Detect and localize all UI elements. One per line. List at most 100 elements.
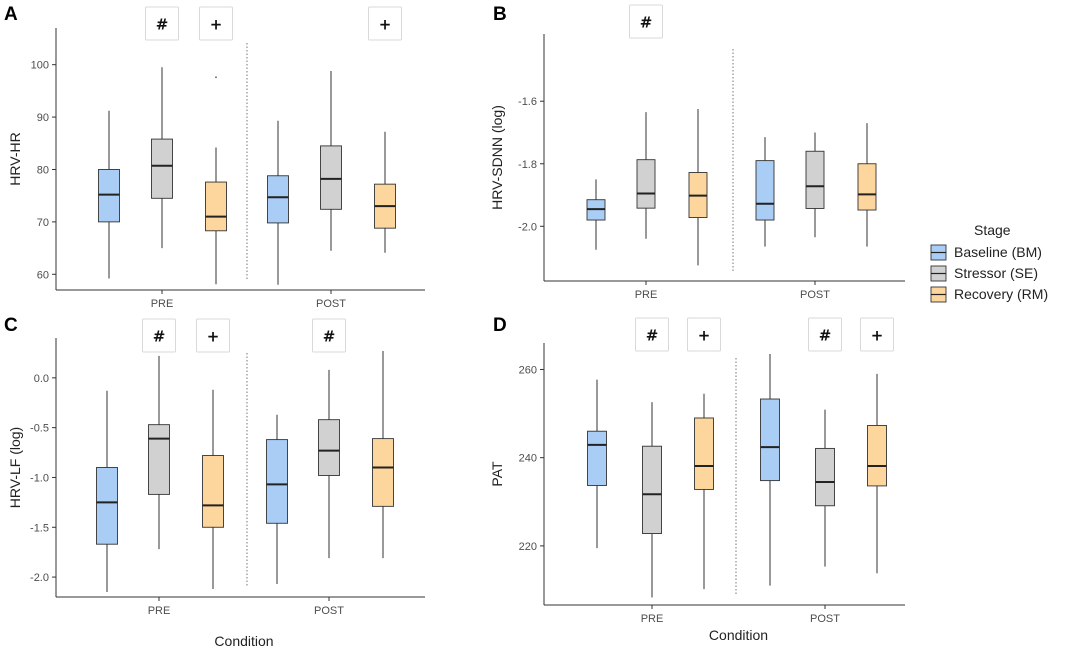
significance-symbol: # bbox=[640, 14, 653, 32]
significance-marker: # bbox=[635, 317, 669, 352]
x-tick-label: POST bbox=[316, 298, 346, 310]
y-tick-label: -1.5 bbox=[30, 522, 49, 534]
panel-d: D 220 240 260 PRE POST PAT Condition # + # + bbox=[489, 315, 905, 643]
x-axis-title: Condition bbox=[214, 633, 273, 649]
panel-c: C -2.0 -1.5 -1.0 -0.5 0.0 PRE POST HRV-LF (log) C… bbox=[4, 315, 425, 649]
significance-box bbox=[687, 317, 721, 352]
box-baseline-post bbox=[266, 414, 288, 585]
legend-label: Stressor (SE) bbox=[954, 265, 1038, 281]
box-stressor-post bbox=[805, 132, 825, 238]
y-axis-title: HRV-HR bbox=[7, 132, 23, 185]
legend-label: Recovery (RM) bbox=[954, 286, 1048, 302]
significance-symbol: + bbox=[207, 328, 220, 346]
panel-letter: C bbox=[4, 315, 18, 336]
y-tick-label: -1.6 bbox=[518, 96, 537, 108]
box-baseline-pre bbox=[586, 179, 606, 250]
x-tick-label: POST bbox=[800, 289, 830, 301]
outlier-point bbox=[215, 76, 217, 79]
significance-symbol: + bbox=[871, 327, 884, 345]
box-body bbox=[805, 150, 825, 209]
box-body bbox=[372, 438, 394, 507]
box-baseline-pre bbox=[96, 390, 118, 593]
x-tick-label: POST bbox=[314, 605, 344, 617]
box-body bbox=[98, 169, 120, 223]
significance-marker: + bbox=[199, 6, 233, 41]
box-stressor-pre bbox=[636, 112, 656, 239]
box-baseline-pre bbox=[587, 379, 607, 549]
significance-symbol: # bbox=[323, 328, 336, 346]
legend-item: Stressor (SE) bbox=[930, 265, 1038, 282]
significance-box bbox=[312, 318, 346, 353]
box-body bbox=[148, 424, 170, 495]
box-body bbox=[96, 467, 118, 545]
box-body bbox=[636, 159, 656, 209]
significance-marker: # bbox=[142, 318, 176, 353]
box-body bbox=[760, 398, 780, 482]
significance-symbol: + bbox=[210, 16, 223, 34]
y-tick-label: 100 bbox=[31, 60, 49, 72]
box-body bbox=[205, 181, 227, 232]
panel-b: B -2.0 -1.8 -1.6 PRE POST HRV-SDNN (log) # bbox=[489, 4, 905, 301]
legend-title: Stage bbox=[974, 222, 1011, 238]
x-tick-label: POST bbox=[810, 613, 840, 625]
box-stressor-pre bbox=[151, 67, 173, 249]
box-body bbox=[202, 455, 224, 528]
box-recovery-pre bbox=[202, 389, 224, 590]
legend: Stage Baseline (BM) Stressor (SE) Recovery … bbox=[930, 222, 1048, 303]
y-tick-label: 240 bbox=[519, 453, 537, 465]
panels: A 60 70 80 90 100 PRE POST HRV-HR # + + B -2.0 -1.8 -1.… bbox=[4, 4, 905, 649]
significance-symbol: + bbox=[698, 327, 711, 345]
box-recovery-pre bbox=[205, 76, 227, 285]
y-axis-title: HRV-LF (log) bbox=[7, 427, 23, 508]
box-stressor-post bbox=[815, 409, 835, 567]
significance-box bbox=[808, 317, 842, 352]
box-recovery-post bbox=[374, 131, 396, 253]
significance-box bbox=[199, 6, 233, 41]
y-tick-label: -1.0 bbox=[30, 472, 49, 484]
y-tick-label: 90 bbox=[37, 112, 49, 124]
box-stressor-pre bbox=[148, 355, 170, 550]
y-tick-label: 80 bbox=[37, 164, 49, 176]
legend-item: Recovery (RM) bbox=[930, 286, 1048, 303]
box-body bbox=[151, 138, 173, 199]
y-tick-label: -0.5 bbox=[30, 423, 49, 435]
significance-box bbox=[629, 4, 663, 39]
box-body bbox=[694, 417, 714, 490]
significance-box bbox=[860, 317, 894, 352]
panel-a: A 60 70 80 90 100 PRE POST HRV-HR # + + bbox=[4, 4, 425, 310]
significance-marker: + bbox=[687, 317, 721, 352]
significance-marker: # bbox=[629, 4, 663, 39]
box-recovery-pre bbox=[688, 109, 708, 266]
box-body bbox=[755, 160, 775, 221]
x-tick-label: PRE bbox=[151, 298, 174, 310]
significance-marker: # bbox=[145, 6, 179, 41]
box-recovery-post bbox=[867, 373, 887, 574]
significance-symbol: # bbox=[153, 328, 166, 346]
y-tick-label: -1.8 bbox=[518, 159, 537, 171]
box-body bbox=[320, 145, 342, 210]
significance-symbol: # bbox=[646, 327, 659, 345]
box-body bbox=[867, 425, 887, 487]
x-tick-label: PRE bbox=[148, 605, 171, 617]
significance-marker: + bbox=[368, 6, 402, 41]
significance-box bbox=[635, 317, 669, 352]
x-tick-label: PRE bbox=[641, 613, 664, 625]
significance-marker: # bbox=[808, 317, 842, 352]
legend-item: Baseline (BM) bbox=[930, 244, 1042, 261]
box-body bbox=[857, 163, 877, 211]
significance-box bbox=[142, 318, 176, 353]
significance-marker: + bbox=[196, 318, 230, 353]
box-baseline-post bbox=[267, 120, 289, 285]
box-body bbox=[266, 439, 288, 524]
significance-marker: # bbox=[312, 318, 346, 353]
significance-symbol: + bbox=[379, 16, 392, 34]
box-stressor-pre bbox=[642, 402, 662, 598]
box-stressor-post bbox=[318, 369, 340, 559]
significance-marker: + bbox=[860, 317, 894, 352]
box-baseline-pre bbox=[98, 110, 120, 279]
y-tick-label: 70 bbox=[37, 217, 49, 229]
box-recovery-post bbox=[857, 123, 877, 247]
box-stressor-post bbox=[320, 70, 342, 251]
significance-box bbox=[368, 6, 402, 41]
